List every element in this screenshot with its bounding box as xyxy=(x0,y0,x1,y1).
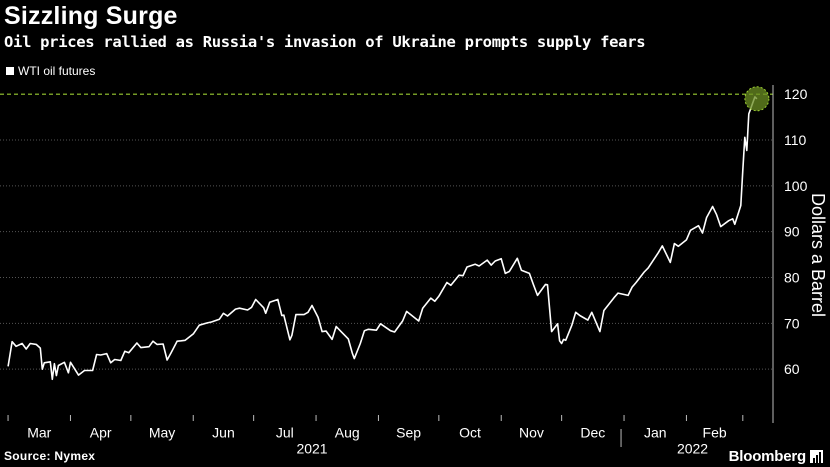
source-note: Source: Nymex xyxy=(4,449,96,463)
series-line-wti xyxy=(7,96,758,381)
x-tick-label: Sep xyxy=(396,424,421,440)
axes xyxy=(7,85,774,447)
legend-swatch xyxy=(6,67,14,75)
chart-subtitle: Oil prices rallied as Russia's invasion … xyxy=(4,33,646,51)
y-tick-label: 120 xyxy=(784,86,808,102)
gridlines xyxy=(0,93,773,370)
y-tick-label: 60 xyxy=(784,361,800,377)
series-layer xyxy=(7,86,770,381)
x-tick-label: Mar xyxy=(27,424,51,440)
x-tick-label: Oct xyxy=(459,424,481,440)
y-tick-label: 110 xyxy=(784,132,807,148)
peak-highlight-marker xyxy=(744,86,770,112)
brand-name: Bloomberg xyxy=(728,448,807,465)
year-label-2022: 2022 xyxy=(677,440,708,456)
x-tick-label: Feb xyxy=(703,424,727,440)
x-tick-label: Apr xyxy=(90,424,112,440)
year-label-2021: 2021 xyxy=(296,440,327,456)
tick-labels: 60 70 80 90 100 110 120 Mar Apr May Jun Jul Aug Sep Oc… xyxy=(27,86,828,456)
chart-title: Sizzling Surge xyxy=(4,2,178,30)
x-tick-label: Jun xyxy=(212,424,235,440)
x-tick-label: Jul xyxy=(276,424,294,440)
y-tick-label: 90 xyxy=(784,224,800,240)
y-tick-label: 80 xyxy=(784,270,800,286)
y-axis-title: Dollars a Barrel xyxy=(808,193,828,317)
x-tick-label: Jan xyxy=(644,424,667,440)
legend: WTI oil futures xyxy=(6,64,95,78)
y-tick-label: 100 xyxy=(784,178,808,194)
bloomberg-logo-icon xyxy=(810,450,823,463)
x-tick-label: Dec xyxy=(580,424,605,440)
x-tick-label: May xyxy=(149,424,175,440)
x-tick-label: Aug xyxy=(335,424,360,440)
y-tick-label: 70 xyxy=(784,315,800,331)
x-tick-label: Nov xyxy=(519,424,544,440)
legend-label: WTI oil futures xyxy=(18,64,96,78)
